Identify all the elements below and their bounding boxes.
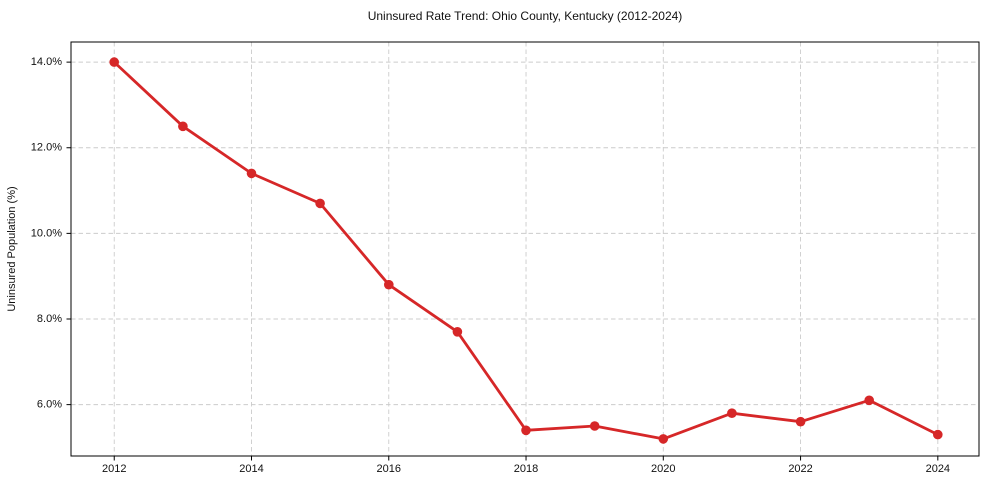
x-tick-label: 2014: [239, 463, 263, 475]
data-point-2015: [315, 198, 325, 209]
data-point-2024: [933, 429, 943, 440]
y-tick-label: 12.0%: [31, 142, 62, 154]
data-point-2019: [589, 421, 600, 431]
y-tick-label: 10.0%: [31, 227, 62, 239]
y-tick-label: 8.0%: [37, 313, 62, 325]
x-tick-label: 2018: [514, 463, 538, 475]
plot-spines: [70, 41, 980, 457]
data-point-2022: [795, 416, 806, 427]
data-point-2013: [178, 121, 188, 132]
data-point-2014: [246, 168, 257, 179]
x-tick-label: 2020: [651, 463, 675, 475]
data-point-2012: [109, 57, 119, 67]
x-tick-label: 2024: [926, 463, 950, 475]
x-tick-label: 2022: [788, 463, 812, 475]
data-point-2017: [452, 327, 463, 337]
y-tick-label: 14.0%: [31, 56, 62, 68]
data-point-2023: [864, 395, 874, 406]
data-point-2021: [727, 408, 737, 419]
y-tick-label: 6.0%: [37, 399, 62, 411]
data-point-2016: [384, 279, 394, 290]
chart-title: Uninsured Rate Trend: Ohio County, Kentu…: [367, 9, 683, 23]
data-point-2018: [521, 425, 531, 436]
data-point-2020: [658, 434, 669, 444]
x-tick-label: 2016: [377, 463, 401, 475]
x-tick-label: 2012: [102, 463, 126, 475]
